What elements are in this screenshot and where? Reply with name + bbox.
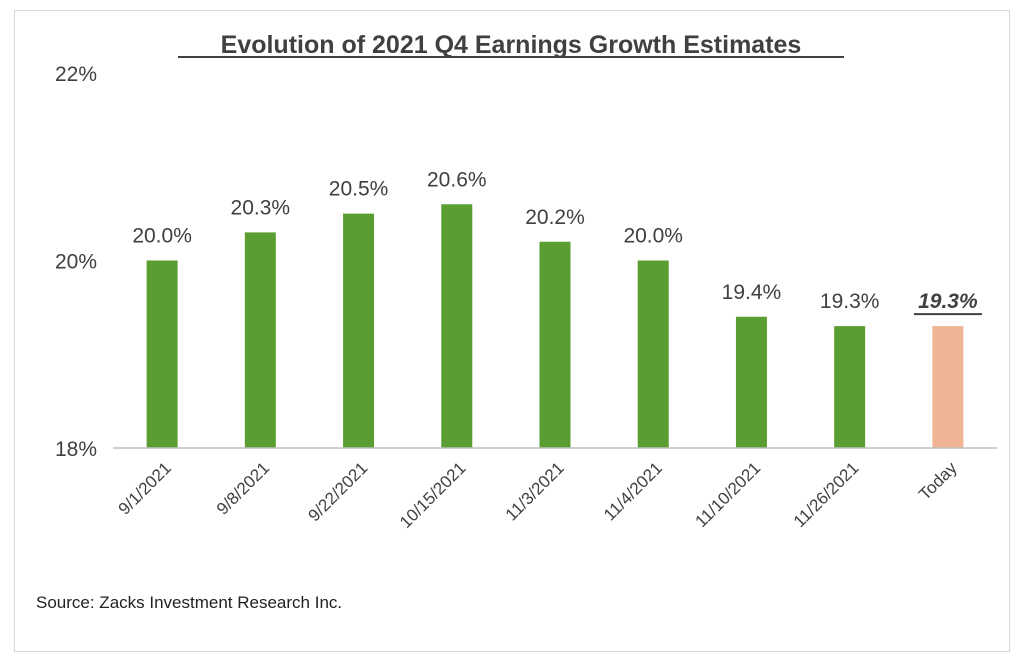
bar [834, 326, 866, 448]
data-label: 19.4% [722, 281, 782, 304]
y-axis: 18% 20% 22% [55, 63, 97, 461]
data-label: 20.6% [427, 168, 487, 191]
x-tick-label: 11/10/2021 [692, 458, 765, 531]
y-tick-label: 20% [55, 251, 97, 274]
bar [146, 260, 178, 448]
y-tick-label: 18% [55, 438, 97, 461]
bar [637, 260, 669, 448]
chart-title: Evolution of 2021 Q4 Earnings Growth Est… [221, 31, 802, 59]
x-tick-label: 9/8/2021 [213, 458, 273, 518]
x-tick-label: 11/26/2021 [790, 458, 863, 531]
data-label: 19.3% [918, 290, 978, 313]
bar [441, 204, 473, 448]
x-tick-label: 9/22/2021 [304, 458, 371, 525]
x-axis: 9/1/2021 9/8/2021 9/22/2021 10/15/2021 11/3/… [115, 458, 961, 532]
y-tick-label: 22% [55, 63, 97, 86]
data-label: 20.5% [329, 178, 389, 201]
x-tick-label: Today [915, 458, 961, 504]
data-label: 20.0% [623, 225, 683, 248]
bar [244, 232, 276, 448]
bar [539, 241, 571, 448]
bar-chart: Evolution of 2021 Q4 Earnings Growth Est… [36, 31, 997, 612]
bar [735, 316, 767, 448]
x-tick-label: 11/3/2021 [502, 458, 568, 524]
bar [343, 213, 375, 448]
x-tick-label: 9/1/2021 [115, 458, 175, 518]
bar-highlighted [932, 326, 964, 448]
data-label: 20.3% [231, 196, 291, 219]
x-tick-label: 10/15/2021 [396, 458, 470, 532]
data-label: 19.3% [820, 290, 880, 313]
data-label: 20.0% [132, 225, 192, 248]
chart-frame: Evolution of 2021 Q4 Earnings Growth Est… [14, 10, 1010, 652]
data-label: 20.2% [525, 206, 585, 229]
x-tick-label: 11/4/2021 [600, 458, 666, 524]
bars [146, 204, 964, 448]
data-labels: 20.0% 20.3% 20.5% 20.6% 20.2% 20.0% 19.4% 19.3%… [132, 168, 982, 316]
source-note: Source: Zacks Investment Research Inc. [36, 593, 342, 612]
